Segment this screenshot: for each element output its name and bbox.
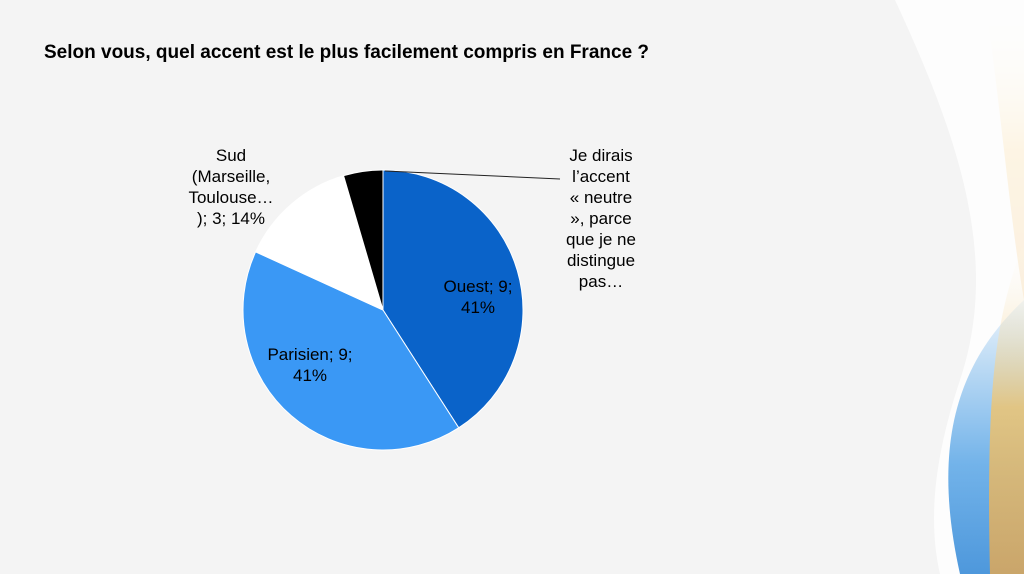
- data-label-ouest: Ouest; 9; 41%: [443, 277, 513, 317]
- pie-slice-ouest: [382, 169, 524, 429]
- pie-slice-parisien: [242, 251, 460, 451]
- pie-slice-neutre: [342, 169, 384, 311]
- pie-slice-sud: [254, 175, 384, 311]
- data-label-parisien: Parisien; 9; 41%: [267, 345, 353, 385]
- leader-line-neutre: [384, 170, 561, 180]
- data-label-neutre: Je dirais l’accent « neutre », parce que…: [566, 146, 636, 291]
- data-label-sud: Sud (Marseille, Toulouse… ); 3; 14%: [188, 146, 274, 228]
- chart-title: Selon vous, quel accent est le plus faci…: [44, 42, 650, 63]
